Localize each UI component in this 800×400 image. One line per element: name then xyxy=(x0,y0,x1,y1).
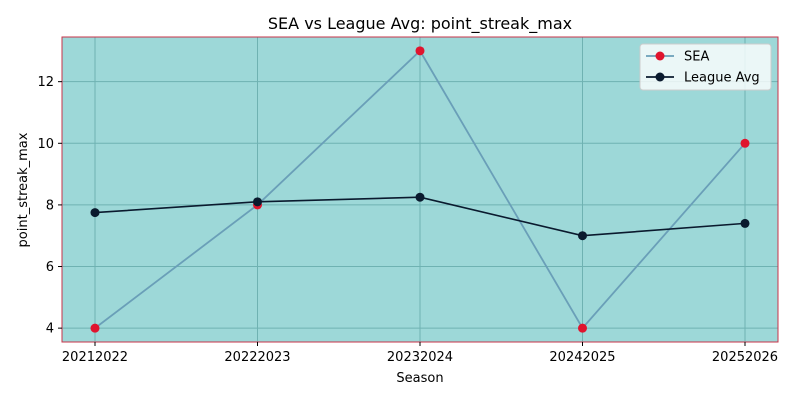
x-tick-label: 20242025 xyxy=(549,350,615,365)
data-point-league-avg xyxy=(415,192,425,202)
data-point-league-avg xyxy=(740,218,750,228)
y-tick-label: 8 xyxy=(46,198,54,213)
x-axis-label: Season xyxy=(396,371,443,386)
legend-label: League Avg xyxy=(684,71,760,86)
data-point-sea xyxy=(90,323,100,333)
y-tick-label: 12 xyxy=(37,75,54,90)
data-point-sea xyxy=(415,46,425,56)
legend-marker xyxy=(655,51,665,61)
legend: SEA League Avg xyxy=(639,43,772,91)
y-axis-label: point_streak_max xyxy=(16,132,31,247)
y-tick-label: 6 xyxy=(46,260,54,275)
y-axis-ticks: 4 6 8 10 12 xyxy=(37,75,62,337)
x-tick-label: 20252026 xyxy=(712,350,778,365)
x-tick-label: 20222023 xyxy=(224,350,290,365)
y-tick-label: 4 xyxy=(46,322,54,337)
data-point-sea xyxy=(740,138,750,148)
legend-label: SEA xyxy=(684,50,709,65)
series-points xyxy=(90,46,750,333)
legend-marker xyxy=(655,72,665,82)
data-point-league-avg xyxy=(253,197,262,207)
data-point-league-avg xyxy=(90,208,100,218)
x-tick-label: 20232024 xyxy=(387,350,453,365)
data-point-sea xyxy=(578,323,587,333)
x-tick-label: 20212022 xyxy=(62,350,128,365)
x-axis-ticks: 20212022 20222023 20232024 20242025 20252026 xyxy=(62,342,778,365)
data-point-league-avg xyxy=(578,231,587,241)
chart-title: SEA vs League Avg: point_streak_max xyxy=(268,14,572,34)
y-tick-label: 10 xyxy=(37,137,54,152)
